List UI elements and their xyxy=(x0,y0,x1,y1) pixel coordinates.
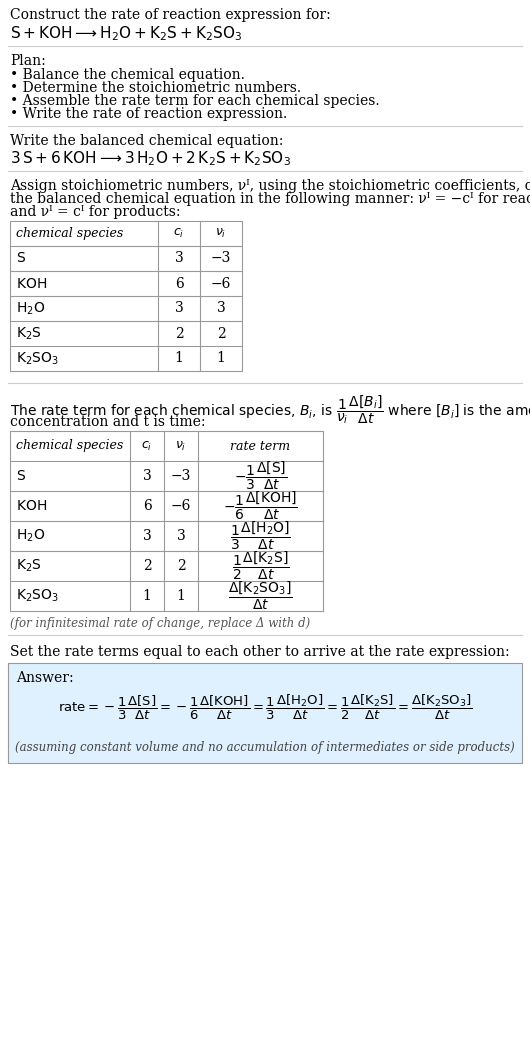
Bar xyxy=(8,663,522,763)
Text: 6: 6 xyxy=(143,499,152,513)
Text: • Assemble the rate term for each chemical species.: • Assemble the rate term for each chemic… xyxy=(10,94,379,108)
Text: • Balance the chemical equation.: • Balance the chemical equation. xyxy=(10,68,245,82)
Text: Construct the rate of reaction expression for:: Construct the rate of reaction expressio… xyxy=(10,8,331,22)
Text: 2: 2 xyxy=(143,559,152,573)
Text: $-\dfrac{1}{6}\dfrac{\Delta[\mathrm{KOH}]}{\Delta t}$: $-\dfrac{1}{6}\dfrac{\Delta[\mathrm{KOH}… xyxy=(223,490,298,522)
Text: 1: 1 xyxy=(217,351,225,366)
Text: −3: −3 xyxy=(171,469,191,483)
Text: and νᴵ = cᴵ for products:: and νᴵ = cᴵ for products: xyxy=(10,205,181,219)
Text: 2: 2 xyxy=(217,326,225,341)
Text: $\dfrac{\Delta[\mathrm{K_2SO_3}]}{\Delta t}$: $\dfrac{\Delta[\mathrm{K_2SO_3}]}{\Delta… xyxy=(228,579,293,612)
Text: The rate term for each chemical species, $B_i$, is $\dfrac{1}{\nu_i}\dfrac{\Delt: The rate term for each chemical species,… xyxy=(10,393,530,426)
Text: $\mathrm{KOH}$: $\mathrm{KOH}$ xyxy=(16,499,47,513)
Text: Plan:: Plan: xyxy=(10,54,46,68)
Text: (assuming constant volume and no accumulation of intermediates or side products): (assuming constant volume and no accumul… xyxy=(15,741,515,754)
Bar xyxy=(10,221,242,371)
Text: Write the balanced chemical equation:: Write the balanced chemical equation: xyxy=(10,134,284,148)
Text: (for infinitesimal rate of change, replace Δ with d): (for infinitesimal rate of change, repla… xyxy=(10,617,310,630)
Text: −6: −6 xyxy=(211,276,231,291)
Text: $\mathrm{H_2O}$: $\mathrm{H_2O}$ xyxy=(16,528,45,544)
Text: rate term: rate term xyxy=(231,440,290,452)
Text: concentration and t is time:: concentration and t is time: xyxy=(10,415,206,429)
Text: $\mathrm{S + KOH \longrightarrow H_2O + K_2S + K_2SO_3}$: $\mathrm{S + KOH \longrightarrow H_2O + … xyxy=(10,24,242,43)
Text: 1: 1 xyxy=(174,351,183,366)
Text: the balanced chemical equation in the following manner: νᴵ = −cᴵ for reactants: the balanced chemical equation in the fo… xyxy=(10,192,530,206)
Text: Answer:: Answer: xyxy=(16,671,74,685)
Text: 1: 1 xyxy=(143,589,152,603)
Text: chemical species: chemical species xyxy=(16,440,123,452)
Text: −3: −3 xyxy=(211,251,231,266)
Text: $\mathrm{K_2SO_3}$: $\mathrm{K_2SO_3}$ xyxy=(16,350,59,367)
Text: 3: 3 xyxy=(143,529,152,543)
Text: Set the rate terms equal to each other to arrive at the rate expression:: Set the rate terms equal to each other t… xyxy=(10,645,510,659)
Text: chemical species: chemical species xyxy=(16,227,123,240)
Text: $\mathrm{K_2S}$: $\mathrm{K_2S}$ xyxy=(16,557,42,574)
Text: 2: 2 xyxy=(176,559,186,573)
Bar xyxy=(10,431,323,611)
Text: 2: 2 xyxy=(174,326,183,341)
Text: 3: 3 xyxy=(174,301,183,316)
Text: $\mathrm{rate} = -\dfrac{1}{3}\dfrac{\Delta[\mathrm{S}]}{\Delta t} = -\dfrac{1}{: $\mathrm{rate} = -\dfrac{1}{3}\dfrac{\De… xyxy=(58,692,472,722)
Text: • Determine the stoichiometric numbers.: • Determine the stoichiometric numbers. xyxy=(10,81,301,95)
Text: $\mathrm{KOH}$: $\mathrm{KOH}$ xyxy=(16,276,47,291)
Text: $\mathrm{K_2SO_3}$: $\mathrm{K_2SO_3}$ xyxy=(16,588,59,604)
Text: $\nu_i$: $\nu_i$ xyxy=(175,440,187,452)
Text: 1: 1 xyxy=(176,589,186,603)
Text: $c_i$: $c_i$ xyxy=(142,440,153,452)
Text: $\mathrm{K_2S}$: $\mathrm{K_2S}$ xyxy=(16,325,42,342)
Text: • Write the rate of reaction expression.: • Write the rate of reaction expression. xyxy=(10,107,287,121)
Text: $\dfrac{1}{2}\dfrac{\Delta[\mathrm{K_2S}]}{\Delta t}$: $\dfrac{1}{2}\dfrac{\Delta[\mathrm{K_2S}… xyxy=(232,550,289,582)
Text: 3: 3 xyxy=(174,251,183,266)
Text: $\mathrm{3\,S + 6\,KOH \longrightarrow 3\,H_2O + 2\,K_2S + K_2SO_3}$: $\mathrm{3\,S + 6\,KOH \longrightarrow 3… xyxy=(10,149,291,168)
Text: 3: 3 xyxy=(176,529,186,543)
Text: $c_i$: $c_i$ xyxy=(173,227,184,240)
Text: 3: 3 xyxy=(217,301,225,316)
Text: $\nu_i$: $\nu_i$ xyxy=(215,227,227,240)
Text: −6: −6 xyxy=(171,499,191,513)
Text: 6: 6 xyxy=(174,276,183,291)
Text: 3: 3 xyxy=(143,469,152,483)
Text: $\mathrm{S}$: $\mathrm{S}$ xyxy=(16,251,26,266)
Text: $\dfrac{1}{3}\dfrac{\Delta[\mathrm{H_2O}]}{\Delta t}$: $\dfrac{1}{3}\dfrac{\Delta[\mathrm{H_2O}… xyxy=(230,520,291,552)
Text: Assign stoichiometric numbers, νᴵ, using the stoichiometric coefficients, cᴵ, fr: Assign stoichiometric numbers, νᴵ, using… xyxy=(10,179,530,193)
Text: $\mathrm{H_2O}$: $\mathrm{H_2O}$ xyxy=(16,300,45,317)
Text: $\mathrm{S}$: $\mathrm{S}$ xyxy=(16,469,26,483)
Text: $-\dfrac{1}{3}\dfrac{\Delta[\mathrm{S}]}{\Delta t}$: $-\dfrac{1}{3}\dfrac{\Delta[\mathrm{S}]}… xyxy=(234,460,287,492)
